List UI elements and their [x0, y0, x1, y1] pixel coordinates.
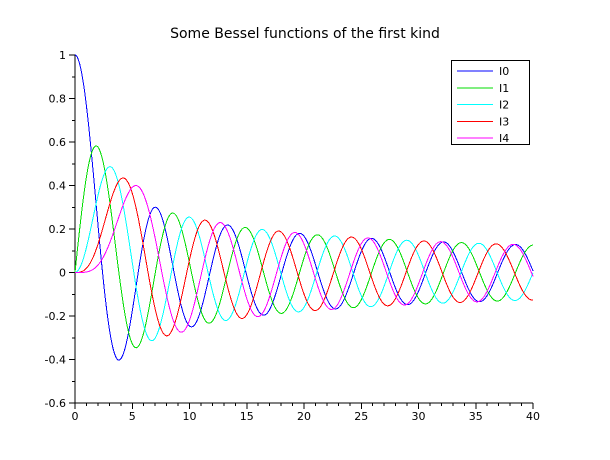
- series-line-I2: [74, 166, 534, 342]
- legend-box: [451, 60, 530, 145]
- x-tick-label: 5: [129, 410, 136, 423]
- series-line-I0: [74, 54, 534, 361]
- y-tick-label: 0.6: [49, 136, 67, 149]
- y-tick-label: -0.4: [45, 354, 66, 367]
- x-tick-label: 15: [240, 410, 254, 423]
- y-ticks: [69, 54, 75, 404]
- x-tick-label: 25: [354, 410, 368, 423]
- legend-label-I2: I2: [499, 99, 509, 112]
- series-line-I3: [75, 177, 534, 337]
- legend: I0 I1 I2 I3 I4: [451, 60, 530, 145]
- x-tick-label: 20: [297, 410, 311, 423]
- y-tick-label: 1: [59, 49, 66, 62]
- plot-series: [74, 54, 534, 361]
- legend-label-I4: I4: [499, 132, 509, 145]
- legend-label-I0: I0: [499, 65, 509, 78]
- y-tick-label: 0: [59, 267, 66, 280]
- x-tick-label: 10: [183, 410, 197, 423]
- series-line-I1: [74, 145, 534, 349]
- y-tick-label: -0.6: [45, 397, 66, 410]
- x-tick-label: 30: [412, 410, 426, 423]
- x-tick-label: 35: [469, 410, 483, 423]
- y-tick-label: -0.2: [45, 310, 66, 323]
- x-tick-labels: 0 5 10 15 20 25 30 35 40: [72, 410, 541, 423]
- y-tick-label: 0.4: [49, 180, 67, 193]
- legend-label-I3: I3: [499, 115, 509, 128]
- y-tick-labels: 1 0.8 0.6 0.4 0.2 0 -0.2 -0.4 -0.6: [45, 49, 66, 410]
- x-ticks: [74, 403, 534, 409]
- x-tick-label: 0: [72, 410, 79, 423]
- x-tick-label: 40: [526, 410, 540, 423]
- series-line-I4: [75, 185, 534, 333]
- y-tick-label: 0.8: [49, 93, 67, 106]
- y-tick-label: 0.2: [49, 223, 67, 236]
- chart-title: Some Bessel functions of the first kind: [170, 26, 440, 42]
- legend-label-I1: I1: [499, 82, 509, 95]
